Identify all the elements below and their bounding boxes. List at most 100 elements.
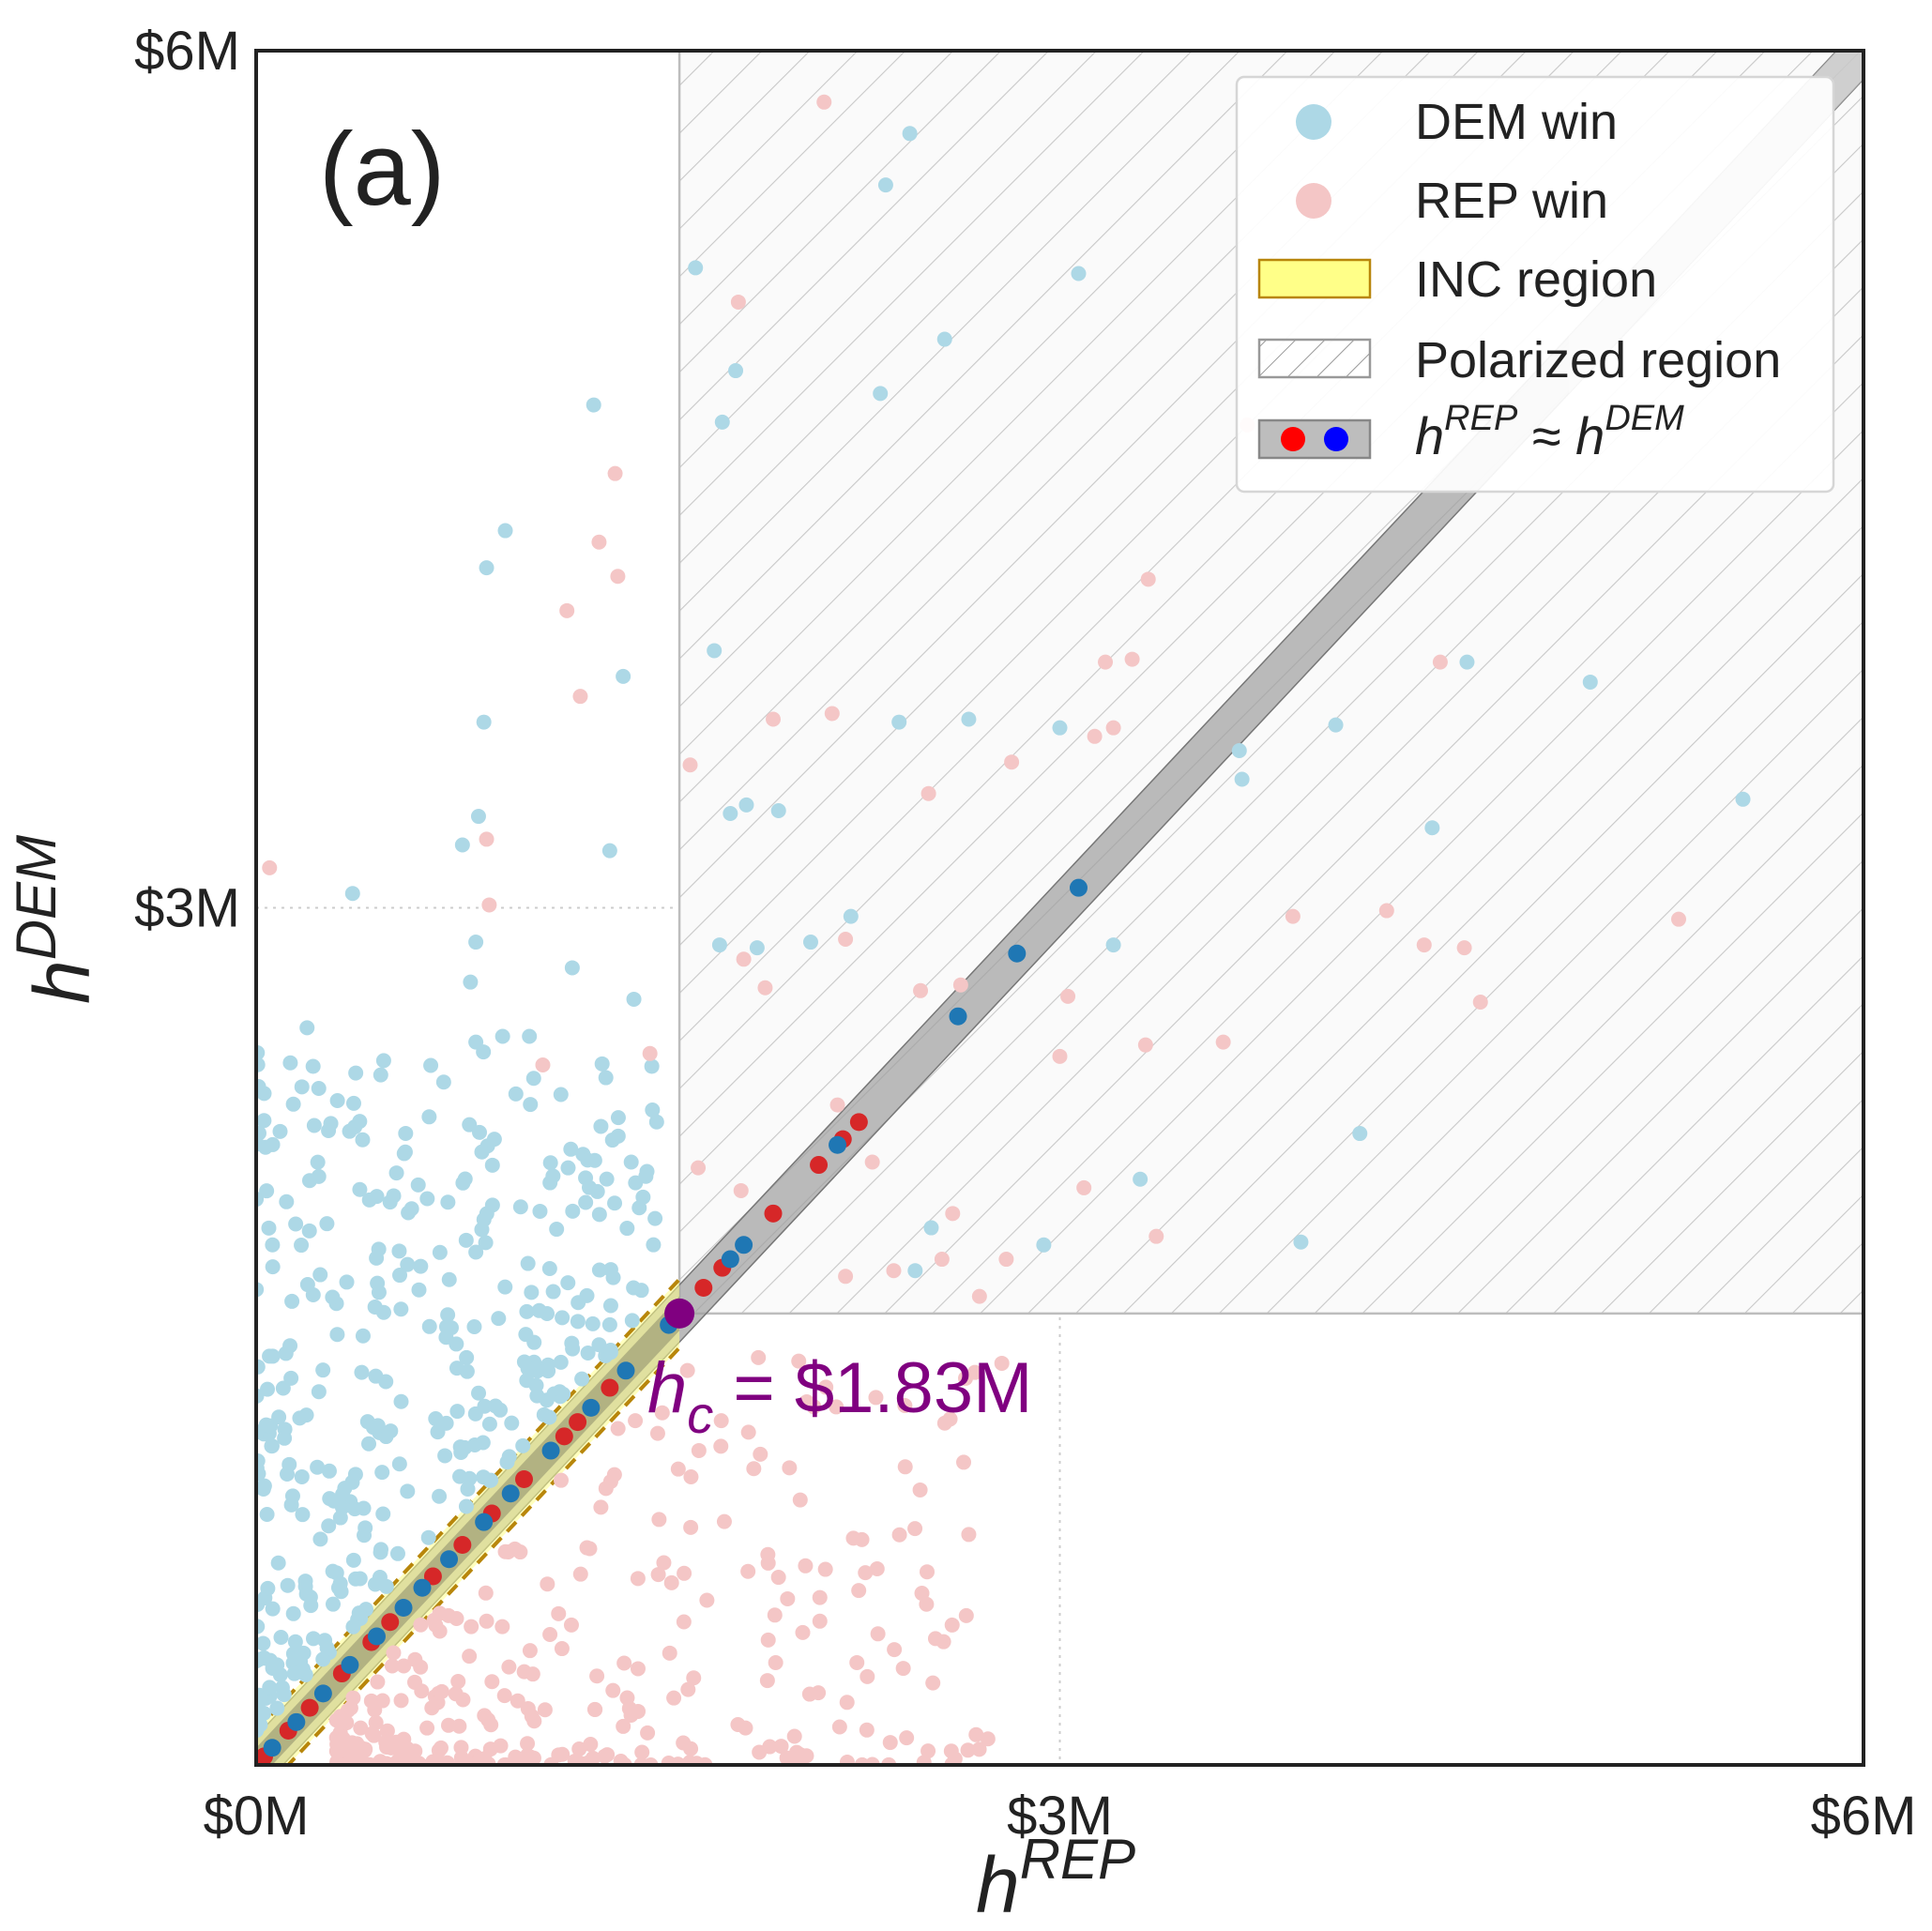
dem-win-point bbox=[528, 1377, 544, 1393]
dem-win-point bbox=[598, 1070, 614, 1086]
dem-diagonal-point bbox=[616, 1361, 635, 1380]
dem-win-point bbox=[272, 1123, 288, 1139]
rep-win-point bbox=[697, 1756, 713, 1765]
dem-win-point bbox=[1052, 720, 1068, 736]
rep-win-point bbox=[886, 1263, 902, 1279]
rep-win-point bbox=[507, 1541, 523, 1557]
rep-win-point bbox=[621, 1700, 637, 1716]
dem-win-point bbox=[284, 1488, 300, 1504]
critical-label-sub: c bbox=[687, 1385, 713, 1444]
dem-win-point bbox=[610, 1110, 626, 1126]
rep-win-point bbox=[650, 1567, 666, 1583]
rep-win-point bbox=[597, 1748, 613, 1764]
rep-win-point bbox=[1432, 654, 1448, 670]
dem-win-point bbox=[398, 1125, 414, 1141]
dem-win-point bbox=[646, 1237, 662, 1253]
rep-win-point bbox=[481, 897, 497, 913]
dem-win-point bbox=[644, 1058, 660, 1074]
rep-win-point bbox=[817, 1561, 833, 1577]
dem-win-point bbox=[428, 1411, 444, 1427]
legend-diagonal-red-marker bbox=[1281, 427, 1305, 451]
rep-win-point bbox=[676, 1614, 692, 1630]
rep-win-point bbox=[563, 1617, 579, 1633]
rep-win-point bbox=[666, 1690, 682, 1706]
rep-win-point bbox=[413, 1617, 429, 1633]
rep-win-point bbox=[934, 1252, 950, 1268]
dem-win-point bbox=[449, 1336, 464, 1352]
dem-win-point bbox=[616, 668, 631, 684]
dem-win-point bbox=[1036, 1237, 1052, 1253]
rep-win-point bbox=[882, 1735, 898, 1751]
dem-win-point bbox=[355, 1132, 371, 1148]
dem-win-point bbox=[321, 1463, 337, 1479]
critical-label-value: = $1.83M bbox=[713, 1348, 1032, 1428]
dem-win-point bbox=[582, 1179, 598, 1195]
rep-win-point bbox=[419, 1720, 435, 1736]
rep-win-point bbox=[812, 1613, 828, 1629]
rep-win-point bbox=[762, 1739, 778, 1755]
dem-win-point bbox=[345, 1552, 361, 1568]
rep-win-point bbox=[716, 1513, 732, 1529]
dem-win-point bbox=[515, 1437, 531, 1453]
rep-diagonal-point bbox=[764, 1204, 783, 1223]
rep-win-point bbox=[464, 1619, 479, 1635]
rep-win-point bbox=[413, 1659, 429, 1675]
x-tick-label: $0M bbox=[204, 1786, 310, 1847]
dem-win-point bbox=[280, 1577, 296, 1593]
dem-win-point bbox=[541, 1260, 557, 1276]
rep-win-point bbox=[956, 1454, 972, 1470]
x-tick-label: $6M bbox=[1811, 1786, 1917, 1847]
svg-text:hc = $1.83M: hc = $1.83M bbox=[647, 1348, 1032, 1444]
dem-win-point bbox=[373, 1067, 388, 1083]
dem-win-point bbox=[261, 1220, 277, 1236]
dem-win-point bbox=[256, 1359, 266, 1375]
rep-win-point bbox=[407, 1674, 423, 1690]
dem-win-point bbox=[770, 802, 786, 818]
rep-win-point bbox=[887, 1642, 903, 1658]
rep-win-point bbox=[770, 1570, 786, 1586]
dem-win-point bbox=[565, 1341, 581, 1357]
rep-diagonal-point bbox=[381, 1613, 400, 1632]
rep-win-point bbox=[746, 1461, 762, 1477]
rep-win-point bbox=[1060, 988, 1076, 1004]
rep-win-point bbox=[945, 1206, 961, 1222]
rep-win-point bbox=[1215, 1034, 1231, 1050]
rep-win-point bbox=[829, 1097, 845, 1113]
dem-win-point bbox=[565, 1203, 581, 1219]
rep-win-point bbox=[1285, 908, 1301, 924]
dem-win-point bbox=[478, 1235, 494, 1251]
rep-win-point bbox=[494, 1619, 510, 1635]
dem-win-point bbox=[382, 1194, 398, 1210]
dem-win-point bbox=[256, 1478, 272, 1494]
dem-win-point bbox=[329, 1092, 345, 1108]
rep-win-point bbox=[829, 1399, 844, 1415]
rep-win-point bbox=[593, 1499, 609, 1515]
x-axis-label: hREP bbox=[976, 1828, 1135, 1929]
dem-diagonal-point bbox=[735, 1236, 753, 1254]
dem-win-point bbox=[312, 1267, 328, 1283]
rep-win-point bbox=[616, 1756, 632, 1765]
rep-win-point bbox=[602, 1473, 618, 1489]
rep-win-point bbox=[535, 1057, 551, 1072]
dem-win-point bbox=[553, 1354, 569, 1370]
rep-win-point bbox=[478, 1585, 494, 1601]
dem-diagonal-point bbox=[440, 1550, 459, 1569]
dem-win-point bbox=[260, 1381, 276, 1397]
rep-win-point bbox=[920, 785, 936, 801]
dem-win-point bbox=[471, 1385, 487, 1401]
legend-polarized-swatch bbox=[1257, 338, 1372, 379]
dem-win-point bbox=[265, 1237, 281, 1253]
rep-win-point bbox=[379, 1739, 395, 1755]
dem-diagonal-point bbox=[541, 1441, 560, 1460]
rep-win-point bbox=[792, 1492, 808, 1508]
dem-win-point bbox=[315, 1651, 331, 1667]
dem-win-point bbox=[484, 1157, 500, 1173]
rep-win-point bbox=[759, 1673, 775, 1689]
dem-win-point bbox=[281, 1456, 297, 1472]
legend-inc-label: INC region bbox=[1415, 251, 1657, 308]
dem-win-point bbox=[877, 177, 893, 193]
dem-win-point bbox=[256, 1619, 266, 1635]
dem-win-point bbox=[580, 1152, 596, 1168]
dem-win-point bbox=[532, 1203, 548, 1219]
dem-win-point bbox=[479, 1206, 494, 1222]
